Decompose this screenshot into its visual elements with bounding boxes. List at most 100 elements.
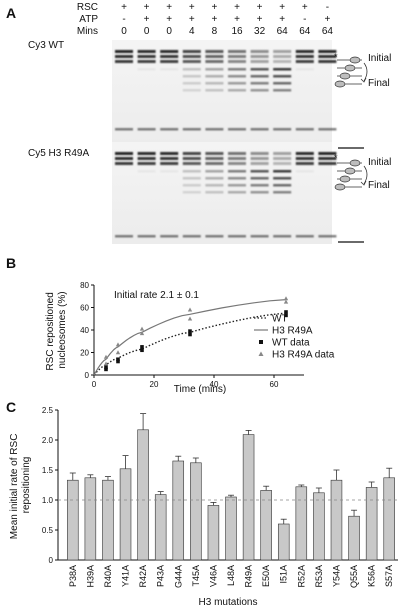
x-tick-label: P43A	[156, 565, 166, 587]
legend-label: H3 R49A data	[272, 350, 335, 361]
data-point-triangle	[283, 299, 289, 304]
x-tick-label: H39A	[85, 565, 95, 588]
y-tick-label: 2.0	[42, 436, 54, 445]
panel-c: C 00.51.01.52.02.5 P38A H39A R40A Y41A R42A P…	[6, 399, 398, 608]
data-point-triangle	[103, 354, 109, 359]
x-tick-label: G44A	[173, 565, 183, 588]
x-tick-label: Y54A	[331, 565, 341, 587]
gel-free-dna-band	[205, 128, 224, 131]
gel-band	[318, 152, 337, 155]
lane-mins-value: 64	[299, 26, 311, 37]
gel-band	[318, 157, 337, 160]
nucleosome-icon	[334, 183, 346, 191]
gel-band	[205, 55, 224, 58]
gel-band	[182, 177, 201, 180]
gel-free-dna-band	[160, 235, 179, 238]
y-tick-label: 40	[80, 326, 89, 335]
gel-final-label: Final	[368, 78, 390, 89]
gel-band	[250, 55, 269, 58]
bar-i51a	[277, 523, 290, 561]
gel-free-dna-band	[318, 235, 337, 238]
gel-band	[250, 89, 269, 92]
nucleosome-schematic	[334, 56, 368, 88]
arrow-icon	[363, 165, 368, 185]
gel-band	[250, 191, 269, 194]
gel-band	[137, 152, 156, 155]
nucleosome-icon	[349, 159, 361, 167]
gel-free-dna-band	[137, 235, 156, 238]
gel-band	[205, 152, 224, 155]
gel-free-dna-band	[228, 235, 246, 238]
gel-band	[182, 162, 201, 165]
series-layer	[93, 296, 289, 376]
lane-atp-value: +	[166, 14, 172, 25]
data-point-square	[104, 367, 108, 372]
gel-band	[273, 75, 292, 78]
gel-band	[273, 82, 292, 85]
gel-band	[295, 162, 314, 165]
gel-star: *	[334, 52, 338, 62]
lane-rsc-value: +	[144, 2, 150, 13]
y-ticks: 0 20 40 60 80	[80, 281, 94, 380]
lane-mins-value: 64	[277, 26, 289, 37]
nucleosome-icon	[334, 80, 346, 88]
gel-free-dna-band	[137, 128, 156, 131]
gel-label-cy3-wt: Cy3 WT	[28, 40, 64, 51]
arrowhead-icon	[360, 77, 367, 83]
gel-band	[250, 157, 269, 160]
gel-band	[228, 162, 246, 165]
gel-band	[318, 55, 337, 58]
gel-band	[273, 68, 292, 71]
x-tick-label: R42A	[138, 565, 148, 588]
bar-p38a	[67, 479, 79, 561]
y-axis-label-line2: repositioning	[21, 457, 32, 514]
gel-band	[273, 162, 292, 165]
gel-band	[115, 60, 133, 63]
bar-e50a	[260, 490, 272, 561]
gel-band	[205, 177, 224, 180]
y-tick-label: 20	[80, 349, 89, 358]
y-tick-label: 1.5	[42, 466, 54, 475]
y-tick-label: 60	[80, 304, 89, 313]
bar-q55a	[348, 515, 360, 561]
lane-atp-value: +	[189, 14, 195, 25]
data-point-triangle	[283, 296, 289, 301]
lane-rsc-value: +	[302, 2, 308, 13]
gel-free-dna-band	[228, 128, 246, 131]
gel-band	[273, 184, 292, 187]
series-line-0	[93, 312, 287, 376]
y-tick-label: 0	[49, 556, 54, 565]
bar-h39a	[84, 477, 97, 561]
gel-initial-label: Initial	[368, 53, 391, 64]
gel-final-label: Final	[368, 180, 390, 191]
gel-bands	[115, 152, 337, 238]
legend-label: H3 R49A	[272, 326, 313, 337]
x-tick-label: R52A	[296, 565, 306, 588]
gel-free-dna-band	[115, 128, 133, 131]
y-tick-label: 2.5	[42, 406, 54, 415]
gel-band	[250, 162, 269, 165]
lane-atp-value: -	[122, 14, 125, 25]
gel-band	[273, 89, 292, 92]
data-point-square	[188, 332, 192, 337]
x-tick-label: E50A	[261, 565, 271, 587]
gel-band	[182, 75, 201, 78]
lane-mins-value: 64	[322, 26, 334, 37]
x-tick-label: 0	[92, 380, 97, 389]
gel-band	[250, 60, 269, 63]
bar-g44a	[172, 460, 185, 561]
lane-rsc-value: +	[189, 2, 195, 13]
y-axis-label-line2: nucleosomes (%)	[57, 291, 68, 368]
data-point-triangle	[115, 342, 121, 347]
gel-band	[228, 60, 246, 63]
gel-band	[228, 152, 246, 155]
lane-rsc-value: +	[121, 2, 127, 13]
gel-band	[250, 152, 269, 155]
gel-band	[228, 184, 246, 187]
lane-rsc-value: +	[257, 2, 263, 13]
gel-free-dna-band	[273, 128, 292, 131]
x-tick-label: Q55A	[349, 565, 359, 588]
